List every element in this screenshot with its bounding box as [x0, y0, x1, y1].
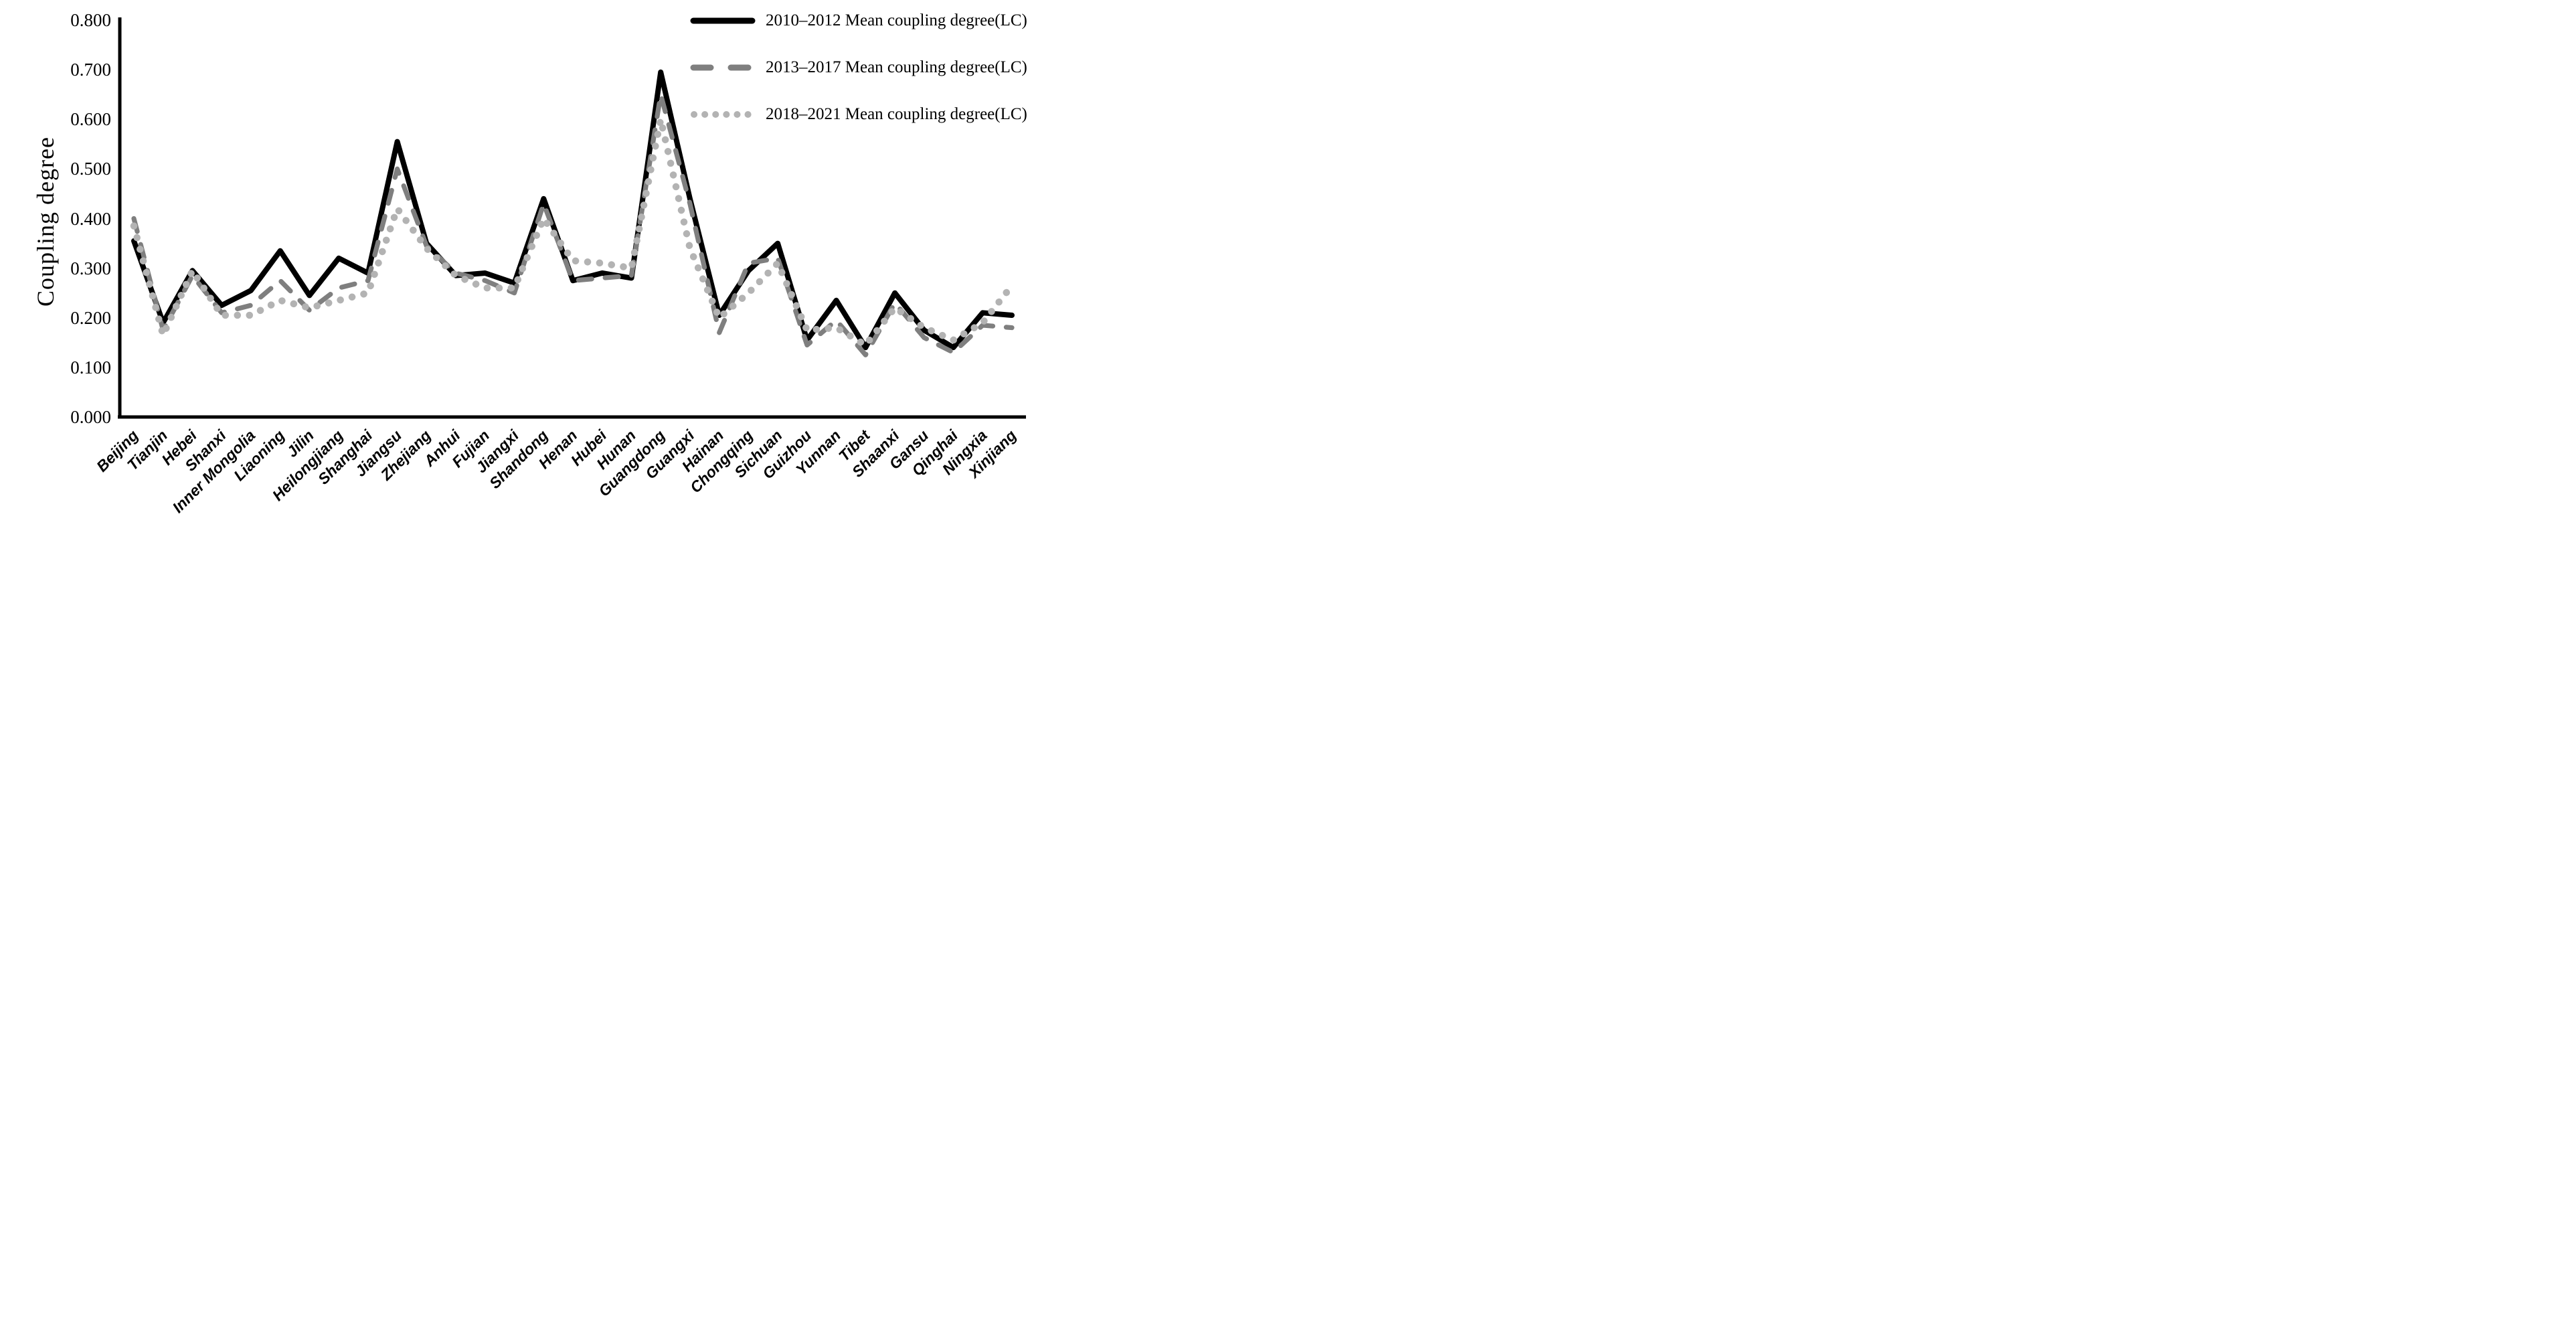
y-tick-label: 0.200	[70, 307, 111, 328]
series-line-dotted	[130, 116, 1016, 349]
legend-item: 2018–2021 Mean coupling degree(LC)	[689, 104, 1027, 124]
y-tick-label: 0.700	[70, 60, 111, 80]
y-tick-label: 0.400	[70, 208, 111, 229]
y-tick-label: 0.500	[70, 159, 111, 179]
y-tick-label: 0.800	[70, 10, 111, 30]
coupling-degree-line-chart: Coupling degree 0.000 0.100 0.200 0.300 …	[0, 0, 1031, 537]
dashed-line-swatch-icon	[690, 64, 756, 71]
y-tick-label: 0.300	[70, 258, 111, 278]
legend-label: 2018–2021 Mean coupling degree(LC)	[766, 105, 1027, 123]
solid-line-swatch-icon	[690, 17, 756, 24]
legend-label: 2010–2012 Mean coupling degree(LC)	[766, 11, 1027, 29]
series-line-dashed	[131, 92, 1015, 357]
dotted-line-swatch-icon	[691, 111, 756, 118]
y-tick-label: 0.600	[70, 109, 111, 130]
legend-item: 2013–2017 Mean coupling degree(LC)	[689, 58, 1027, 78]
series-line-solid	[131, 69, 1015, 351]
y-tick-label: 0.000	[70, 407, 111, 427]
y-tick-label: 0.100	[70, 357, 111, 377]
legend: 2010–2012 Mean coupling degree(LC) 2013–…	[689, 11, 1027, 124]
legend-label: 2013–2017 Mean coupling degree(LC)	[766, 58, 1027, 76]
legend-item: 2010–2012 Mean coupling degree(LC)	[689, 11, 1027, 31]
